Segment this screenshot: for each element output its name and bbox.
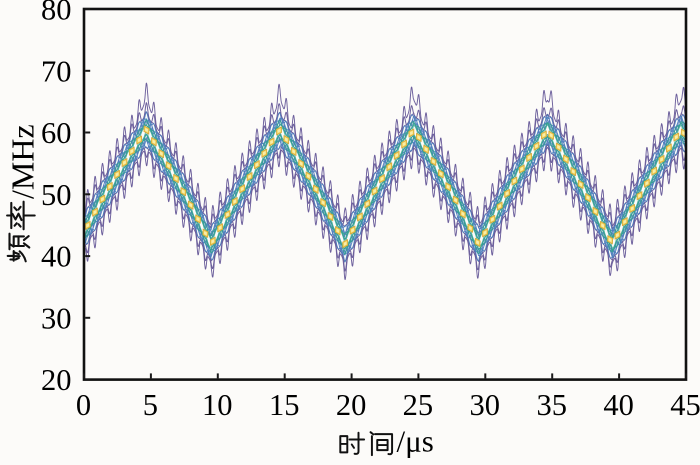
- svg-text:40: 40: [603, 388, 634, 422]
- svg-text:50: 50: [41, 178, 72, 212]
- svg-text:80: 80: [41, 0, 72, 27]
- svg-text:25: 25: [403, 388, 434, 422]
- svg-text:40: 40: [41, 240, 72, 274]
- svg-text:60: 60: [41, 116, 72, 150]
- svg-text:5: 5: [143, 388, 158, 422]
- svg-text:30: 30: [41, 301, 72, 335]
- svg-text:30: 30: [470, 388, 501, 422]
- svg-text:20: 20: [336, 388, 367, 422]
- svg-text:15: 15: [269, 388, 300, 422]
- svg-text:0: 0: [76, 388, 91, 422]
- svg-text:45: 45: [670, 388, 700, 422]
- svg-text:70: 70: [41, 54, 72, 88]
- svg-text:10: 10: [202, 388, 233, 422]
- svg-text:35: 35: [536, 388, 567, 422]
- svg-text:20: 20: [41, 363, 72, 397]
- svg-text:/μs: /μs: [397, 424, 434, 459]
- svg-text:/MHz: /MHz: [5, 124, 41, 199]
